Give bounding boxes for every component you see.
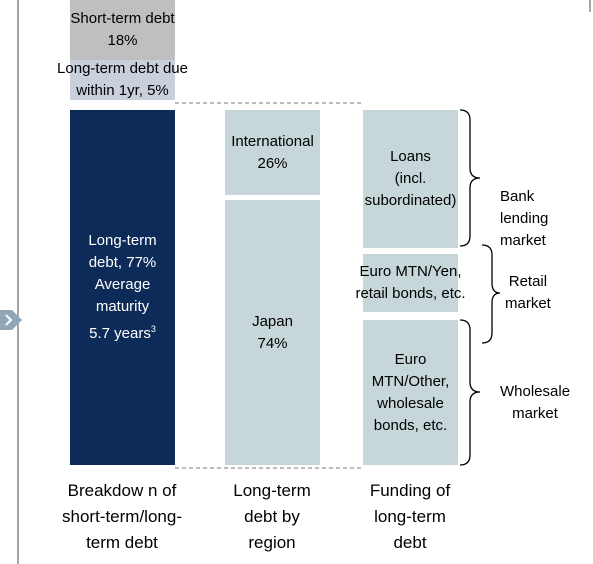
block: Euro MTN/Yen, retail bonds, etc. [355, 254, 466, 312]
block-text: Japan [252, 311, 293, 333]
block-text: 74% [257, 333, 287, 355]
block-text: Short-term debt [70, 10, 175, 27]
block-text: debt, 77% [89, 252, 157, 274]
block-text: maturity [95, 298, 150, 315]
block: Long-term debt due within 1yr, 5% [57, 60, 188, 102]
block-text: wholesale [377, 394, 444, 412]
caption-text: term debt [86, 533, 158, 552]
market-label: Wholesale market [500, 381, 570, 425]
caption: Funding of long-term debt [370, 478, 450, 556]
block-text: 74% [257, 334, 288, 352]
market-label: Bank lending market [500, 186, 548, 252]
block-text: Average [95, 274, 151, 296]
market-text: market [512, 405, 558, 422]
market-text: Retail [508, 273, 548, 290]
block-text: Japan [252, 312, 293, 330]
block-text: wholesale [377, 393, 444, 415]
caption: Breakdow n of short-term/long-term debt [62, 478, 182, 556]
block-text: 26% [257, 154, 288, 172]
block: Japan 74% [225, 200, 320, 465]
block: International 26% [225, 110, 320, 195]
block-text: Average [94, 276, 151, 293]
block-text: 5.7 years [89, 325, 151, 342]
caption-text: Funding of [369, 481, 451, 500]
block-text: Euro MTN/Yen, [360, 261, 462, 283]
block-text: International [231, 132, 314, 150]
block-text: 5.7 years3 [89, 318, 156, 345]
block-text: 18% [107, 30, 137, 52]
block-text: Loans [390, 146, 431, 168]
block-text: (incl. [394, 170, 427, 187]
market-text: market [500, 232, 546, 249]
market-text: lending [500, 210, 549, 227]
block-text: Euro [395, 349, 427, 371]
block-text: bonds, etc. [374, 415, 447, 437]
block-text: Long-term [88, 232, 157, 249]
market-text: market [505, 295, 551, 312]
caption-text: debt [393, 533, 427, 552]
block-text: 18% [107, 32, 138, 49]
block-text: Long-term debt due [57, 58, 188, 80]
brace [459, 319, 481, 466]
block: Euro MTN/Other, wholesale bonds, etc. [363, 320, 458, 465]
block-text: maturity [96, 296, 149, 318]
caption-text: debt by [244, 507, 300, 526]
brace [459, 109, 481, 247]
block-text: MTN/Other, [371, 372, 450, 390]
caption: Long-term debt by region [233, 478, 310, 556]
caption-text: region [248, 533, 296, 552]
block-text: debt, 77% [88, 254, 157, 271]
market-text: Wholesale [500, 383, 571, 400]
block-text: 26% [257, 153, 287, 175]
block: Short-term debt 18% [70, 0, 175, 60]
market-text: Bank [500, 188, 535, 205]
block: Long-term debt, 77% Average maturity 5.7 yea… [70, 110, 175, 465]
caption-text: long-term [374, 507, 446, 526]
block-text: within 1yr, 5% [76, 82, 169, 99]
block-text: retail bonds, etc. [355, 285, 466, 302]
block-text: Long-term debt due [57, 60, 188, 77]
block-text: within 1yr, 5% [76, 80, 169, 102]
block-text: Euro MTN/Yen, [359, 263, 462, 280]
block-text: MTN/Other, [372, 371, 450, 393]
brace [481, 244, 501, 344]
block-text: Euro [394, 350, 427, 368]
block-text: International [231, 131, 314, 153]
block-text: retail bonds, etc. [355, 283, 465, 305]
footnote: 3 [150, 324, 156, 334]
block-text: subordinated) [364, 192, 457, 209]
block-text: bonds, etc. [373, 416, 448, 434]
block-text: Short-term debt [70, 8, 174, 30]
arrow [5, 314, 13, 326]
block-text: (incl. [395, 168, 427, 190]
caption-text: Long-term [233, 481, 311, 500]
caption-text: Breakdow n of [67, 481, 177, 500]
caption-text: short-term/long- [62, 507, 182, 526]
block-text: subordinated) [365, 190, 457, 212]
market-label: Retail market [505, 271, 551, 315]
block-text: Loans [390, 148, 431, 165]
block: Loans (incl. subordinated) [363, 110, 458, 248]
block-text: Long-term [88, 230, 156, 252]
